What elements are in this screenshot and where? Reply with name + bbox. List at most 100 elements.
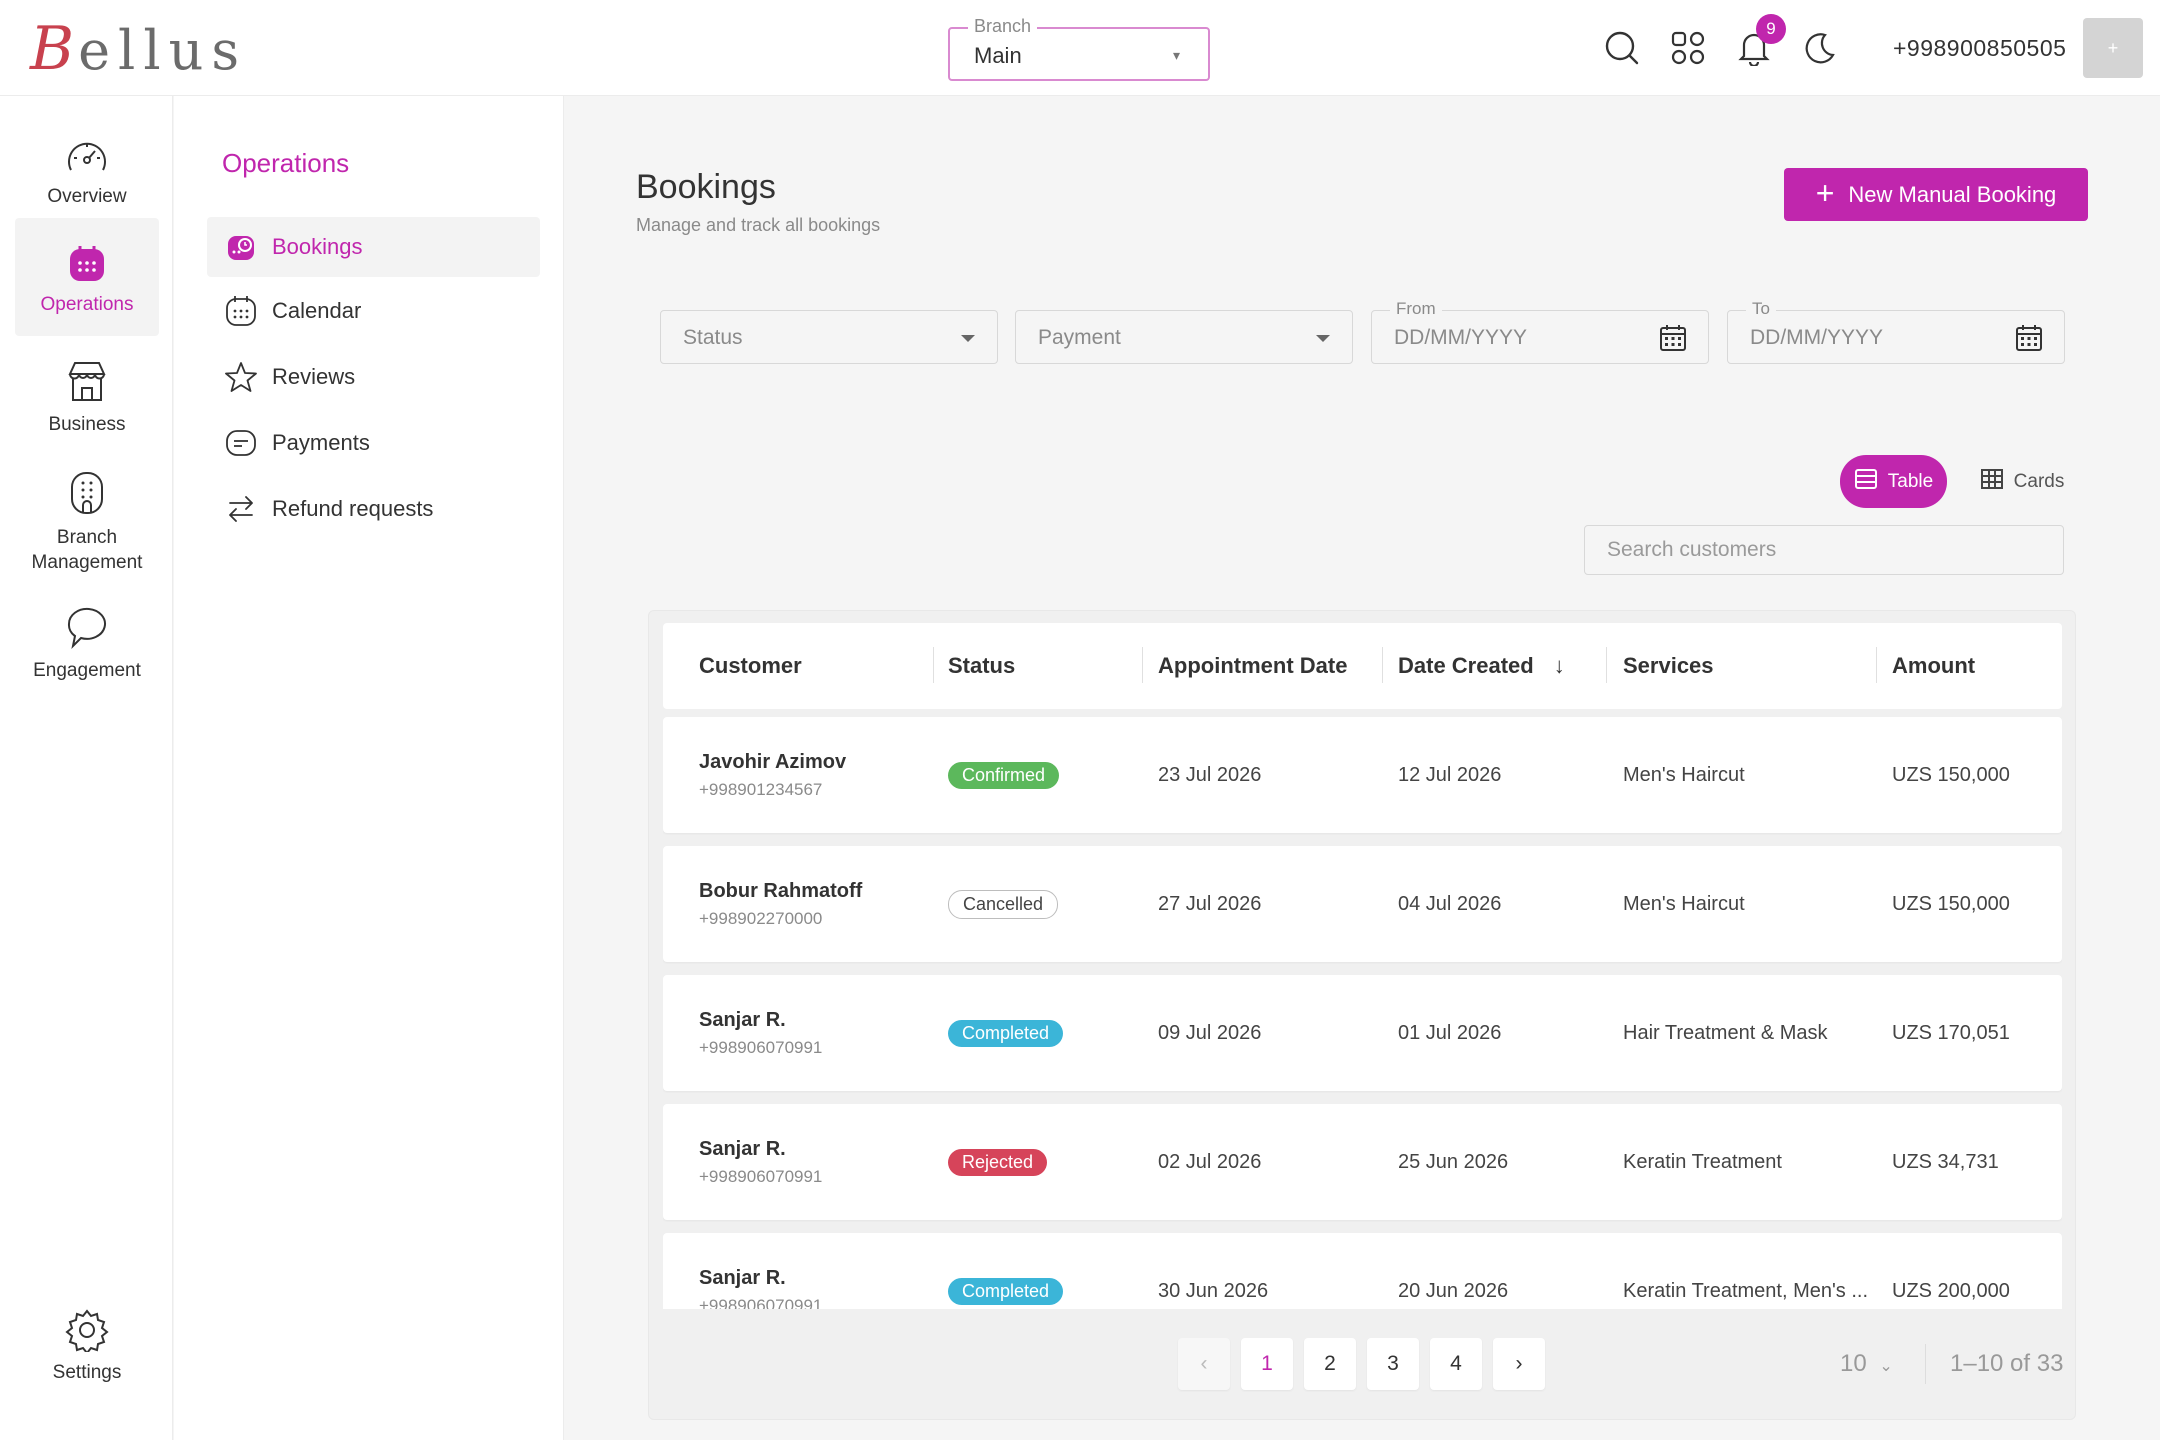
customer-name: Sanjar R.: [699, 1137, 786, 1160]
rail-item-engagement[interactable]: Engagement: [15, 606, 159, 706]
new-manual-booking-button[interactable]: + New Manual Booking: [1784, 168, 2088, 221]
column-header-services[interactable]: Services: [1623, 653, 1714, 678]
rail-item-business[interactable]: Business: [15, 360, 159, 460]
table-body: Javohir Azimov +998901234567 Confirmed 2…: [663, 717, 2062, 1309]
cards-grid-icon: [1980, 468, 2004, 496]
notification-count-badge: 9: [1756, 14, 1786, 44]
subnav-title: Operations: [222, 148, 350, 178]
subnav-item-bookings[interactable]: Bookings: [207, 217, 540, 277]
rail-label: Operations: [40, 294, 134, 315]
user-phone[interactable]: +998900850505: [1893, 35, 2067, 61]
calendar-picker-icon[interactable]: [2014, 323, 2044, 358]
subnav-item-calendar[interactable]: Calendar: [207, 281, 540, 341]
table-view-toggle[interactable]: Table: [1840, 455, 1947, 508]
apps-grid-icon[interactable]: [1666, 26, 1710, 70]
amount-cell: UZS 170,051: [1892, 1021, 2010, 1044]
payment-filter-placeholder: Payment: [1038, 326, 1121, 349]
chevron-down-icon: ▾: [1172, 47, 1180, 63]
card-icon: [225, 427, 257, 459]
avatar[interactable]: +: [2083, 18, 2143, 78]
amount-cell: UZS 200,000: [1892, 1279, 2010, 1302]
status-badge: Confirmed: [948, 761, 1060, 789]
rows-per-page-select[interactable]: 10 ⌄: [1840, 1350, 1893, 1378]
services-cell: Keratin Treatment, Men's ...: [1623, 1279, 1869, 1302]
table-view-label: Table: [1887, 470, 1934, 492]
payment-filter-select[interactable]: Payment: [1015, 310, 1353, 364]
date-created-cell: 04 Jul 2026: [1398, 892, 1502, 915]
cards-view-label: Cards: [2013, 470, 2065, 492]
services-cell: Keratin Treatment: [1623, 1150, 1782, 1173]
status-cell: Cancelled: [948, 846, 1059, 962]
calendar-icon: [15, 244, 159, 284]
speedometer-icon: [15, 136, 159, 176]
services-cell: Men's Haircut: [1623, 892, 1745, 915]
customer-phone: +998906070991: [699, 1295, 823, 1310]
column-header-status[interactable]: Status: [948, 653, 1016, 678]
pagination-divider: [1925, 1344, 1926, 1384]
search-customers-input[interactable]: [1584, 525, 2064, 575]
amount-cell: UZS 150,000: [1892, 763, 2010, 786]
table-row[interactable]: Javohir Azimov +998901234567 Confirmed 2…: [663, 717, 2062, 833]
star-icon: [225, 361, 257, 393]
appointment-date-cell: 09 Jul 2026: [1158, 1021, 1262, 1044]
next-page-button[interactable]: ›: [1493, 1338, 1545, 1390]
rail-item-operations[interactable]: Operations: [15, 218, 159, 336]
appointment-date-cell: 02 Jul 2026: [1158, 1150, 1262, 1173]
calendar-picker-icon[interactable]: [1658, 323, 1688, 358]
subnav-label: Calendar: [272, 298, 362, 323]
from-date-placeholder: DD/MM/YYYY: [1394, 326, 1528, 349]
from-date-field[interactable]: From DD/MM/YYYY: [1371, 299, 1709, 364]
column-header-amount[interactable]: Amount: [1892, 653, 1976, 678]
cards-view-toggle[interactable]: Cards: [1962, 455, 2082, 508]
rail-item-branch-management[interactable]: Branch Management: [15, 471, 159, 591]
column-header-customer[interactable]: Customer: [699, 653, 802, 678]
subnav-item-reviews[interactable]: Reviews: [207, 347, 540, 407]
page-title: Bookings: [636, 168, 776, 206]
date-created-label: Date Created: [1398, 653, 1534, 678]
sort-arrow-down-icon: ↓: [1553, 653, 1565, 678]
chat-icon: [15, 606, 159, 650]
rail-item-settings[interactable]: Settings: [15, 1308, 159, 1408]
customer-name: Bobur Rahmatoff: [699, 879, 863, 902]
table-row[interactable]: Sanjar R. +998906070991 Rejected 02 Jul …: [663, 1104, 2062, 1220]
to-date-field[interactable]: To DD/MM/YYYY: [1727, 299, 2065, 364]
subnav-label: Reviews: [272, 364, 356, 389]
page-button-3[interactable]: 3: [1367, 1338, 1419, 1390]
status-badge: Cancelled: [948, 889, 1059, 919]
column-header-date-created[interactable]: Date Created ↓: [1398, 623, 1565, 709]
page-button-2[interactable]: 2: [1304, 1338, 1356, 1390]
table-row[interactable]: Sanjar R. +998906070991 Completed 30 Jun…: [663, 1233, 2062, 1309]
rail-label: Engagement: [33, 660, 141, 681]
status-filter-select[interactable]: Status: [660, 310, 998, 364]
status-badge: Completed: [948, 1019, 1064, 1047]
date-created-cell: 20 Jun 2026: [1398, 1279, 1509, 1302]
customer-name: Sanjar R.: [699, 1266, 786, 1289]
customer-cell: Sanjar R. +998906070991: [699, 1233, 823, 1310]
search-icon[interactable]: [1600, 26, 1644, 70]
store-icon: [15, 360, 159, 404]
primary-sidebar: Overview Operations Business Branch Mana…: [0, 96, 173, 1440]
table-row[interactable]: Bobur Rahmatoff +998902270000 Cancelled …: [663, 846, 2062, 962]
subnav-item-payments[interactable]: Payments: [207, 413, 540, 473]
page-button-1[interactable]: 1: [1241, 1338, 1293, 1390]
dark-mode-moon-icon[interactable]: [1798, 26, 1842, 70]
appointment-date-cell: 23 Jul 2026: [1158, 763, 1262, 786]
table-row[interactable]: Sanjar R. +998906070991 Completed 09 Jul…: [663, 975, 2062, 1091]
rail-label: Branch Management: [31, 527, 143, 573]
customer-name: Javohir Azimov: [699, 750, 847, 773]
column-header-appointment-date[interactable]: Appointment Date: [1158, 653, 1348, 678]
rail-label: Business: [48, 414, 126, 435]
subnav-item-refund-requests[interactable]: Refund requests: [207, 479, 540, 539]
page-button-4[interactable]: 4: [1430, 1338, 1482, 1390]
notification-bell-icon[interactable]: 9: [1732, 14, 1786, 70]
building-icon: [15, 471, 159, 515]
rail-item-overview[interactable]: Overview: [15, 116, 159, 222]
column-divider: [1606, 647, 1607, 683]
status-filter-placeholder: Status: [683, 326, 743, 349]
column-divider: [1382, 647, 1383, 683]
page-subtitle: Manage and track all bookings: [636, 215, 881, 235]
prev-page-button[interactable]: ‹: [1178, 1338, 1230, 1390]
branch-select[interactable]: Branch Main ▾: [948, 16, 1210, 81]
bookings-icon: [225, 231, 257, 263]
